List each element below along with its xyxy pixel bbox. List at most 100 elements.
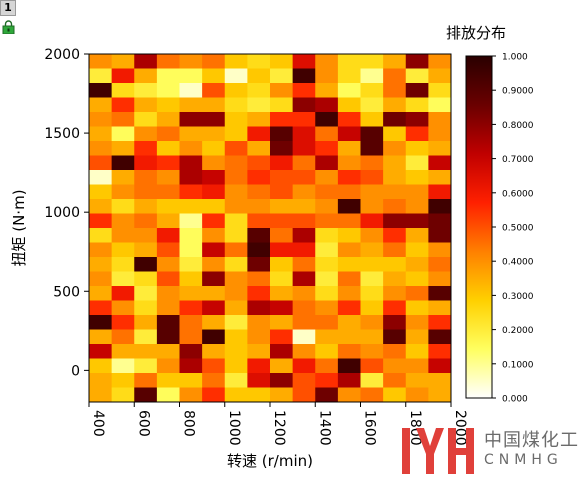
heatmap-cell <box>405 184 429 200</box>
heatmap-cell <box>179 141 203 156</box>
heatmap-cell <box>270 184 294 200</box>
heatmap-cell <box>292 141 316 156</box>
colorbar-ticks: 1.000 0.9000 0.8000 0.7000 0.6000 0.5000 0.400… <box>492 53 534 405</box>
heatmap-cell <box>405 257 429 272</box>
heatmap-cell <box>337 315 361 330</box>
heatmap-cell <box>292 315 316 330</box>
heatmap-cell <box>270 228 294 243</box>
heatmap-cell <box>247 344 271 359</box>
heatmap-cell <box>428 373 452 388</box>
colorbar-tick-label: 0.1000 <box>502 360 534 370</box>
heatmap-cell <box>89 155 113 171</box>
heatmap-cell <box>337 344 361 359</box>
heatmap-cell <box>315 271 339 287</box>
heatmap-cell <box>315 213 339 229</box>
heatmap-cell <box>360 387 384 403</box>
heatmap-cell <box>292 68 316 84</box>
heatmap-cell <box>247 199 271 214</box>
heatmap-cell <box>337 112 361 127</box>
heatmap-cell <box>179 228 203 243</box>
heatmap-cell <box>224 358 248 374</box>
heatmap-cell <box>270 54 294 69</box>
heatmap-cell <box>134 68 158 84</box>
x-axis-ticks: 400 600 800 1000 1200 1400 1600 1800 2000 <box>88 402 468 446</box>
heatmap-cell <box>202 242 226 258</box>
heatmap-cell <box>428 184 452 200</box>
y-tick-label: 1500 <box>44 126 80 142</box>
heatmap-cell <box>337 286 361 301</box>
heatmap-cell <box>405 155 429 171</box>
heatmap-cell <box>405 83 429 98</box>
heatmap-cell <box>315 387 339 403</box>
heatmap-cell <box>89 271 113 287</box>
heatmap-cell <box>428 155 452 171</box>
heatmap-cell <box>224 126 248 142</box>
heatmap-cell <box>360 97 384 113</box>
heatmap-cell <box>337 373 361 388</box>
heatmap-cell <box>383 68 407 84</box>
heatmap-cell <box>89 184 113 200</box>
heatmap-cell <box>111 112 135 127</box>
heatmap-cell <box>134 155 158 171</box>
layer-number-tab[interactable]: 1 <box>0 0 16 16</box>
heatmap-cell <box>134 271 158 287</box>
heatmap-cell <box>134 228 158 243</box>
heatmap-cell <box>202 358 226 374</box>
heatmap-cell <box>247 126 271 142</box>
x-tick-label: 1200 <box>271 410 287 446</box>
heatmap-cell <box>315 358 339 374</box>
heatmap-cell <box>134 242 158 258</box>
heatmap-cell <box>89 344 113 359</box>
heatmap-cell <box>89 387 113 403</box>
heatmap-cell <box>383 315 407 330</box>
heatmap-cell <box>383 286 407 301</box>
heatmap-cell <box>428 68 452 84</box>
heatmap-cell <box>405 126 429 142</box>
heatmap-cell <box>337 242 361 258</box>
heatmap-cell <box>247 97 271 113</box>
heatmap-cell <box>360 358 384 374</box>
heatmap-cell <box>270 126 294 142</box>
heatmap-cell <box>156 184 180 200</box>
heatmap-cell <box>134 286 158 301</box>
heatmap-cell <box>179 387 203 403</box>
heatmap-cell <box>179 329 203 345</box>
heatmap-cell <box>315 112 339 127</box>
colorbar-tick-label: 0.9000 <box>502 87 534 97</box>
heatmap-cell <box>156 271 180 287</box>
heatmap-cell <box>383 126 407 142</box>
colorbar-tick-label: 0.6000 <box>502 189 534 199</box>
colorbar-tick-label: 0.000 <box>502 395 528 405</box>
heatmap-cell <box>224 286 248 301</box>
heatmap-cell <box>315 373 339 388</box>
heatmap-cell <box>428 329 452 345</box>
heatmap-cell <box>111 170 135 185</box>
heatmap-cell <box>156 242 180 258</box>
heatmap-cell <box>405 213 429 229</box>
heatmap-cell <box>405 170 429 185</box>
heatmap-cell <box>360 184 384 200</box>
heatmap-cell <box>89 329 113 345</box>
heatmap-cell <box>111 199 135 214</box>
heatmap-cells <box>89 54 452 403</box>
heatmap-cell <box>337 184 361 200</box>
heatmap-cell <box>383 97 407 113</box>
heatmap-cell <box>247 141 271 156</box>
heatmap-cell <box>270 358 294 374</box>
heatmap-cell <box>383 358 407 374</box>
heatmap-cell <box>247 257 271 272</box>
heatmap-cell <box>270 97 294 113</box>
heatmap-cell <box>360 271 384 287</box>
heatmap-cell <box>202 373 226 388</box>
heatmap-cell <box>156 141 180 156</box>
heatmap-cell <box>247 300 271 316</box>
heatmap-cell <box>111 257 135 272</box>
heatmap-cell <box>428 213 452 229</box>
heatmap-cell <box>224 257 248 272</box>
heatmap-cell <box>383 199 407 214</box>
heatmap-cell <box>202 329 226 345</box>
colorbar-tick-label: 0.5000 <box>502 224 534 234</box>
x-tick-label: 1600 <box>362 410 378 446</box>
heatmap-cell <box>111 373 135 388</box>
heatmap-cell <box>405 286 429 301</box>
